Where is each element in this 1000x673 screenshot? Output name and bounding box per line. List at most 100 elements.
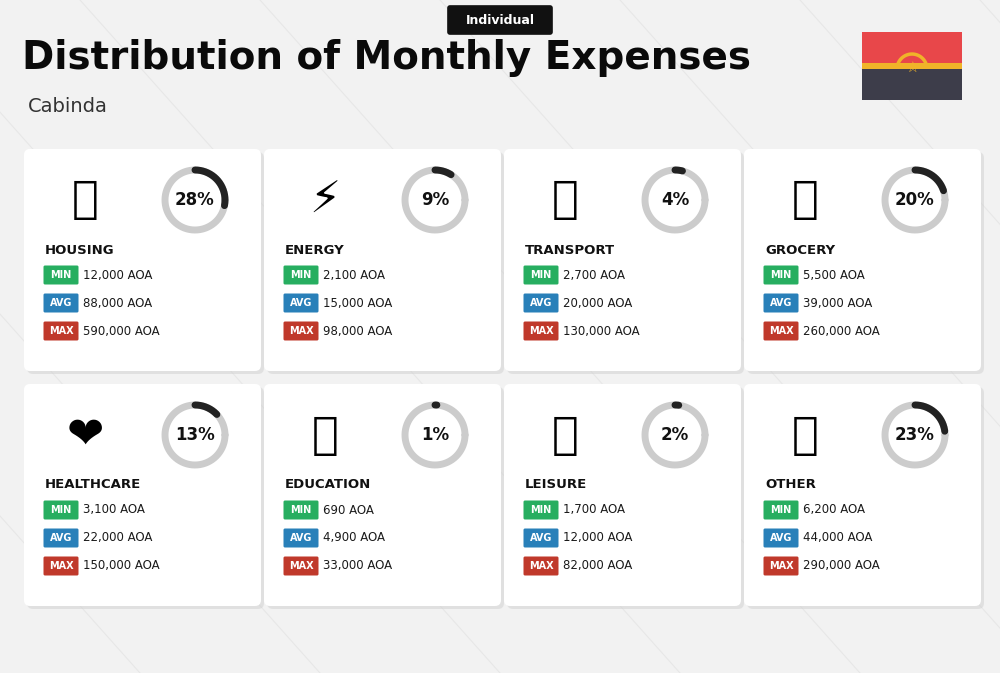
Text: AVG: AVG bbox=[290, 298, 312, 308]
Text: 2%: 2% bbox=[661, 426, 689, 444]
FancyBboxPatch shape bbox=[284, 528, 318, 548]
FancyBboxPatch shape bbox=[524, 528, 558, 548]
Text: 20%: 20% bbox=[895, 191, 935, 209]
FancyBboxPatch shape bbox=[764, 528, 798, 548]
Text: MIN: MIN bbox=[530, 505, 552, 515]
FancyBboxPatch shape bbox=[264, 149, 501, 371]
FancyBboxPatch shape bbox=[44, 557, 78, 575]
FancyBboxPatch shape bbox=[744, 149, 981, 371]
Text: 12,000 AOA: 12,000 AOA bbox=[563, 532, 632, 544]
Text: ⚡: ⚡ bbox=[309, 178, 341, 221]
Text: 💰: 💰 bbox=[792, 413, 818, 456]
FancyBboxPatch shape bbox=[747, 152, 984, 374]
Text: 590,000 AOA: 590,000 AOA bbox=[83, 324, 160, 337]
Text: 3,100 AOA: 3,100 AOA bbox=[83, 503, 145, 516]
Text: 12,000 AOA: 12,000 AOA bbox=[83, 269, 152, 281]
Text: MAX: MAX bbox=[529, 326, 553, 336]
Text: 15,000 AOA: 15,000 AOA bbox=[323, 297, 392, 310]
Text: 1%: 1% bbox=[421, 426, 449, 444]
Text: 690 AOA: 690 AOA bbox=[323, 503, 374, 516]
Text: MAX: MAX bbox=[529, 561, 553, 571]
FancyBboxPatch shape bbox=[764, 501, 798, 520]
FancyBboxPatch shape bbox=[44, 322, 78, 341]
Text: MIN: MIN bbox=[290, 270, 312, 280]
FancyBboxPatch shape bbox=[284, 322, 318, 341]
Text: Cabinda: Cabinda bbox=[28, 98, 108, 116]
Text: AVG: AVG bbox=[50, 298, 72, 308]
Text: EDUCATION: EDUCATION bbox=[285, 479, 371, 491]
FancyBboxPatch shape bbox=[862, 63, 962, 69]
Text: 23%: 23% bbox=[895, 426, 935, 444]
FancyBboxPatch shape bbox=[27, 152, 264, 374]
FancyBboxPatch shape bbox=[267, 387, 504, 609]
Text: 🚌: 🚌 bbox=[552, 178, 578, 221]
FancyBboxPatch shape bbox=[267, 152, 504, 374]
Text: 🛒: 🛒 bbox=[792, 178, 818, 221]
Text: 290,000 AOA: 290,000 AOA bbox=[803, 559, 880, 573]
Text: 5,500 AOA: 5,500 AOA bbox=[803, 269, 865, 281]
Text: 9%: 9% bbox=[421, 191, 449, 209]
FancyBboxPatch shape bbox=[284, 501, 318, 520]
Text: MIN: MIN bbox=[530, 270, 552, 280]
Text: 20,000 AOA: 20,000 AOA bbox=[563, 297, 632, 310]
FancyBboxPatch shape bbox=[764, 266, 798, 285]
FancyBboxPatch shape bbox=[524, 266, 558, 285]
Text: 260,000 AOA: 260,000 AOA bbox=[803, 324, 880, 337]
Text: 82,000 AOA: 82,000 AOA bbox=[563, 559, 632, 573]
Text: 1,700 AOA: 1,700 AOA bbox=[563, 503, 625, 516]
FancyBboxPatch shape bbox=[507, 152, 744, 374]
Text: HOUSING: HOUSING bbox=[45, 244, 115, 256]
FancyBboxPatch shape bbox=[44, 293, 78, 312]
Text: AVG: AVG bbox=[770, 533, 792, 543]
Text: MIN: MIN bbox=[50, 505, 72, 515]
FancyBboxPatch shape bbox=[524, 293, 558, 312]
Text: ❤: ❤ bbox=[66, 413, 104, 456]
Text: MAX: MAX bbox=[769, 326, 793, 336]
Text: TRANSPORT: TRANSPORT bbox=[525, 244, 615, 256]
FancyBboxPatch shape bbox=[284, 293, 318, 312]
Text: AVG: AVG bbox=[530, 533, 552, 543]
FancyBboxPatch shape bbox=[524, 501, 558, 520]
Text: 130,000 AOA: 130,000 AOA bbox=[563, 324, 640, 337]
FancyBboxPatch shape bbox=[24, 384, 261, 606]
Text: 39,000 AOA: 39,000 AOA bbox=[803, 297, 872, 310]
Text: MIN: MIN bbox=[50, 270, 72, 280]
Text: Individual: Individual bbox=[466, 13, 534, 26]
FancyBboxPatch shape bbox=[504, 149, 741, 371]
Text: 13%: 13% bbox=[175, 426, 215, 444]
Text: AVG: AVG bbox=[290, 533, 312, 543]
Text: 🛍: 🛍 bbox=[552, 413, 578, 456]
Text: 33,000 AOA: 33,000 AOA bbox=[323, 559, 392, 573]
FancyBboxPatch shape bbox=[284, 266, 318, 285]
FancyBboxPatch shape bbox=[24, 149, 261, 371]
Text: GROCERY: GROCERY bbox=[765, 244, 835, 256]
Text: AVG: AVG bbox=[50, 533, 72, 543]
Text: HEALTHCARE: HEALTHCARE bbox=[45, 479, 141, 491]
FancyBboxPatch shape bbox=[744, 384, 981, 606]
FancyBboxPatch shape bbox=[747, 387, 984, 609]
Text: ENERGY: ENERGY bbox=[285, 244, 345, 256]
Text: MAX: MAX bbox=[289, 561, 313, 571]
Text: 4%: 4% bbox=[661, 191, 689, 209]
FancyBboxPatch shape bbox=[448, 6, 552, 34]
FancyBboxPatch shape bbox=[862, 32, 962, 66]
Text: 🎓: 🎓 bbox=[312, 413, 338, 456]
FancyBboxPatch shape bbox=[507, 387, 744, 609]
FancyBboxPatch shape bbox=[862, 66, 962, 100]
Text: LEISURE: LEISURE bbox=[525, 479, 587, 491]
Text: 22,000 AOA: 22,000 AOA bbox=[83, 532, 152, 544]
FancyBboxPatch shape bbox=[27, 387, 264, 609]
Text: 98,000 AOA: 98,000 AOA bbox=[323, 324, 392, 337]
Text: Distribution of Monthly Expenses: Distribution of Monthly Expenses bbox=[22, 39, 751, 77]
FancyBboxPatch shape bbox=[524, 557, 558, 575]
Text: 28%: 28% bbox=[175, 191, 215, 209]
Text: OTHER: OTHER bbox=[765, 479, 816, 491]
Text: 🏢: 🏢 bbox=[72, 178, 98, 221]
Text: MIN: MIN bbox=[290, 505, 312, 515]
FancyBboxPatch shape bbox=[764, 293, 798, 312]
Text: MAX: MAX bbox=[769, 561, 793, 571]
Text: AVG: AVG bbox=[530, 298, 552, 308]
FancyBboxPatch shape bbox=[44, 501, 78, 520]
Text: AVG: AVG bbox=[770, 298, 792, 308]
Text: MAX: MAX bbox=[49, 561, 73, 571]
